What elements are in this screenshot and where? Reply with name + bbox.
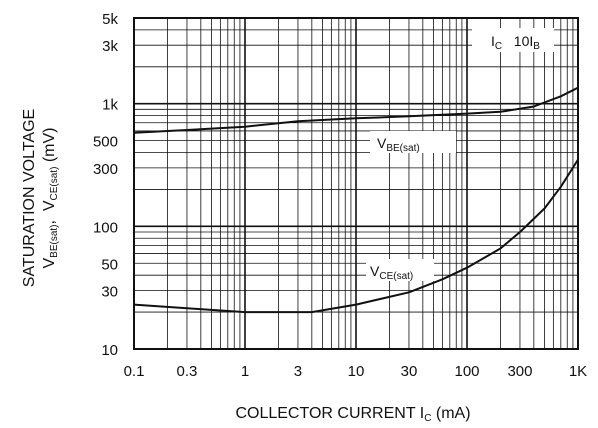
vbe-label-sub: BE(sat) (386, 143, 419, 154)
y-axis-title-part: , V (41, 200, 58, 224)
y-tick-label: 300 (93, 161, 118, 178)
y-tick-label: 500 (93, 134, 118, 151)
vbe-label: VBE(sat) (370, 131, 456, 154)
svg-text:VBE(sat): VBE(sat) (377, 135, 420, 154)
y-tick-label: 3k (102, 38, 118, 55)
x-tick-label: 100 (454, 363, 479, 380)
grid (134, 18, 578, 349)
condition-tail: 10I (502, 33, 533, 49)
tick-labels: 0.1 0.3 1 3 10 30 100 300 1K 10 30 50 100 300 500 1k 3k 5… (93, 11, 587, 380)
vce-label-box (366, 259, 434, 281)
x-tick-label: 0.1 (124, 363, 145, 380)
condition-sub: C (495, 41, 502, 52)
series-line-VCE(sat) (133, 159, 579, 314)
svg-text:IC 10IB: IC 10IB (491, 33, 540, 52)
x-tick-label: 1K (569, 363, 587, 380)
vce-label-main: V (370, 263, 380, 279)
y-axis-title-part: (mV) (41, 127, 58, 166)
x-axis-title-main: COLLECTOR CURRENT I (235, 405, 424, 422)
y-tick-label: 5k (102, 11, 118, 28)
y-axis-title-line2: VBE(sat), VCE(sat) (mV) (41, 127, 60, 268)
y-tick-label: 50 (101, 256, 118, 273)
condition-main: I (491, 33, 495, 49)
x-tick-label: 1 (241, 363, 249, 380)
condition-sub2: B (533, 41, 540, 52)
svg-text:VCE(sat): VCE(sat) (370, 263, 413, 282)
x-tick-label: 10 (348, 363, 365, 380)
vbe-label-main: V (377, 135, 387, 151)
y-tick-label: 100 (93, 219, 118, 236)
condition-box (472, 28, 554, 52)
vbe-label-box (370, 131, 456, 153)
series-lines (133, 86, 579, 314)
condition-label: IC 10IB (472, 28, 554, 52)
y-axis-title-sub: CE(sat) (49, 167, 60, 201)
x-axis-title-sub: C (424, 413, 431, 424)
y-tick-label: 30 (101, 283, 118, 300)
y-axis-title-part: V (41, 258, 58, 269)
y-axis-title-sub: BE(sat) (49, 225, 60, 258)
x-tick-label: 3 (294, 363, 302, 380)
x-tick-label: 300 (507, 363, 532, 380)
vce-label-sub: CE(sat) (379, 271, 413, 282)
vce-label: VCE(sat) (366, 259, 434, 282)
x-tick-label: 0.3 (177, 363, 198, 380)
plot-frame (133, 17, 579, 350)
x-axis-title-tail: (mA) (431, 405, 470, 422)
y-tick-label: 10 (101, 342, 118, 359)
y-axis-title-line1: SATURATION VOLTAGE (21, 109, 38, 287)
y-tick-label: 1k (102, 97, 118, 114)
series-line-VBE(sat) (133, 86, 579, 134)
x-tick-label: 30 (401, 363, 418, 380)
y-axis-title: SATURATION VOLTAGE VBE(sat), VCE(sat) (m… (21, 109, 60, 287)
x-axis-title: COLLECTOR CURRENT IC (mA) (235, 405, 470, 424)
